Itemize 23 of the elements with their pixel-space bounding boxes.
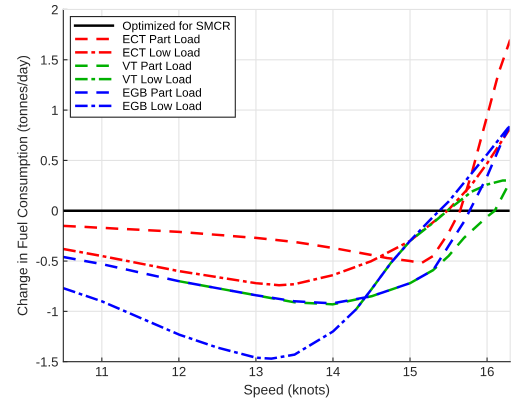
x-tick-label: 16 <box>480 366 494 376</box>
y-tick-label: 2 <box>52 5 58 14</box>
legend-label: VT Part Load <box>122 61 191 70</box>
legend-label: ECT Part Load <box>123 34 200 44</box>
y-tick-label: -0.5 <box>36 256 58 266</box>
y-axis-title: Change in Fuel Consumption (tonnes/day) <box>17 56 30 316</box>
x-tick-label: 13 <box>250 366 263 376</box>
y-tick-label: -1 <box>47 307 58 316</box>
y-tick-label: -1.5 <box>36 357 58 367</box>
y-tick-label: 0.5 <box>40 156 58 166</box>
legend-label: EGB Low Load <box>123 101 201 110</box>
legend-label: EGB Part Load <box>123 88 201 97</box>
legend-label: ECT Low Load <box>123 48 200 57</box>
x-tick-label: 12 <box>172 366 186 376</box>
legend-label: Optimized for SMCR <box>122 21 230 32</box>
legend-label: VT Low Load <box>122 74 191 84</box>
y-tick-label: 1.5 <box>41 55 58 65</box>
y-tick-label: 1 <box>52 106 58 115</box>
x-tick-label: 15 <box>404 367 417 376</box>
y-tick-label: 0 <box>52 206 58 216</box>
x-tick-label: 11 <box>96 367 108 376</box>
x-tick-label: 14 <box>326 367 340 376</box>
x-axis-title: Speed (knots) <box>244 384 330 398</box>
